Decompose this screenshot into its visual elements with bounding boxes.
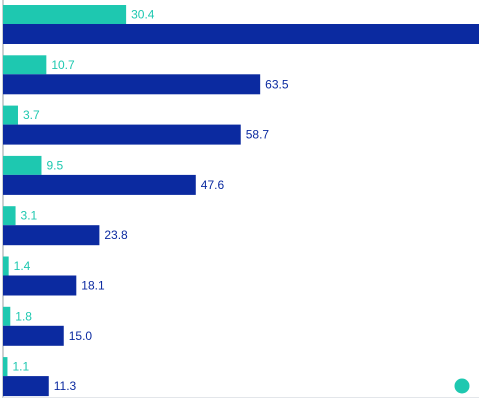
data-label-series1-4: 9.5 bbox=[46, 158, 63, 172]
data-label-series1-6: 1.4 bbox=[14, 259, 31, 273]
bar-series2-3 bbox=[3, 124, 241, 145]
bar-series1-2 bbox=[3, 55, 47, 75]
bar-series1-7 bbox=[3, 306, 11, 326]
bar-series2-8 bbox=[3, 376, 49, 397]
bar-series2-5 bbox=[3, 225, 100, 246]
bar-series1-1 bbox=[3, 5, 127, 24]
data-label-series1-2: 10.7 bbox=[51, 58, 75, 72]
bar-series1-6 bbox=[3, 256, 9, 276]
legend-marker bbox=[454, 378, 470, 394]
bar-series1-5 bbox=[3, 206, 16, 226]
data-label-series2-2: 63.5 bbox=[265, 77, 289, 91]
bar-series2-4 bbox=[3, 174, 196, 195]
bar-series1-3 bbox=[3, 105, 18, 125]
data-label-series2-6: 18.1 bbox=[81, 279, 105, 293]
data-label-series2-4: 47.6 bbox=[201, 178, 225, 192]
data-label-series2-3: 58.7 bbox=[246, 128, 270, 142]
data-label-series2-5: 23.8 bbox=[104, 228, 128, 242]
data-label-series1-8: 1.1 bbox=[12, 360, 29, 374]
bar-series1-8 bbox=[3, 357, 8, 377]
bar-series2-7 bbox=[3, 325, 64, 346]
data-label-series2-7: 15.0 bbox=[69, 329, 93, 343]
data-label-series1-5: 3.1 bbox=[21, 209, 38, 223]
bar-series1-4 bbox=[3, 155, 42, 175]
bar-series2-1 bbox=[3, 24, 479, 44]
data-label-series1-1: 30.4 bbox=[131, 8, 155, 22]
bar-series2-6 bbox=[3, 275, 77, 296]
data-label-series2-8: 11.3 bbox=[54, 379, 77, 393]
bar-series2-2 bbox=[3, 74, 261, 95]
data-label-series1-3: 3.7 bbox=[23, 108, 40, 122]
data-label-series1-7: 1.8 bbox=[15, 309, 32, 323]
